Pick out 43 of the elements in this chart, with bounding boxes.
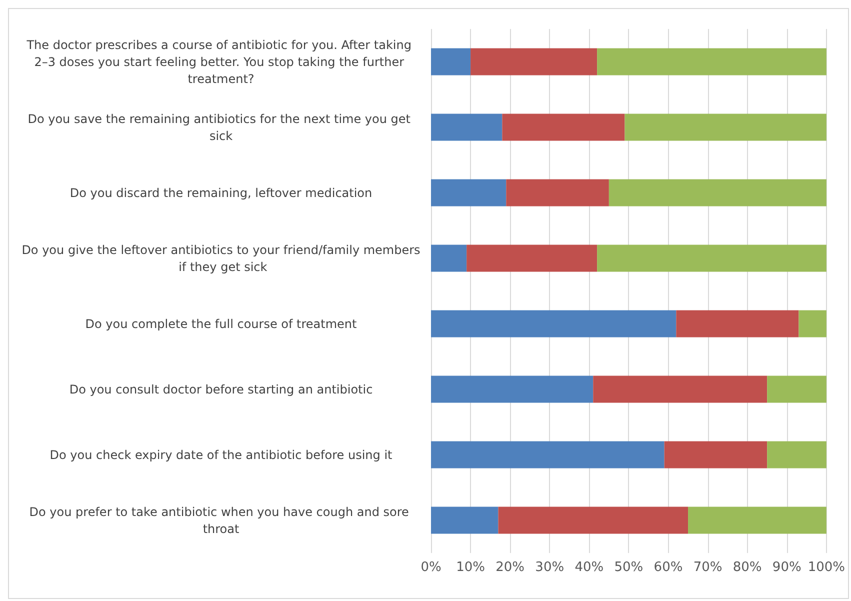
bar xyxy=(506,179,609,206)
y-tick-label: The doctor prescribes a course of antibiotic for you. After taking 2–3 doses you start feeling better. You stop taking the further treatment? xyxy=(26,38,416,86)
bar xyxy=(431,506,498,534)
bar xyxy=(676,310,799,338)
bar xyxy=(431,376,594,403)
bar xyxy=(502,114,625,141)
bar xyxy=(767,441,826,468)
x-tick-label: 40% xyxy=(574,560,604,575)
x-tick-label: 30% xyxy=(535,560,564,575)
bar xyxy=(624,114,826,141)
x-tick-label: 0% xyxy=(420,560,442,575)
bar xyxy=(608,179,826,206)
y-tick-label: Do you give the leftover antibiotics to your friend/family members if they get sick xyxy=(22,242,420,274)
bar xyxy=(431,114,502,141)
bar xyxy=(431,179,506,206)
x-tick-label: 100% xyxy=(808,560,846,575)
x-tick-label: 10% xyxy=(456,560,485,575)
y-tick-label: Do you save the remaining antibiotics for the next time you get sick xyxy=(28,112,414,143)
x-tick-label: 60% xyxy=(654,560,683,575)
y-tick-label: Do you consult doctor before starting an antibiotic xyxy=(69,382,373,396)
x-tick-label: 50% xyxy=(614,560,644,575)
bar xyxy=(597,244,826,272)
bar xyxy=(466,244,598,272)
y-tick-label: Do you complete the full course of treatment xyxy=(85,316,358,331)
x-tick-label: 80% xyxy=(732,560,762,575)
bar xyxy=(798,310,826,338)
bar xyxy=(593,376,768,403)
bar xyxy=(431,441,664,468)
x-tick-label: 90% xyxy=(772,560,802,575)
bar xyxy=(597,48,826,76)
bar xyxy=(470,48,598,76)
bar xyxy=(431,244,467,272)
y-tick-label: Do you prefer to take antibiotic when you have cough and sore throat xyxy=(29,504,413,536)
bar xyxy=(498,506,688,534)
bar xyxy=(664,441,768,468)
x-tick-label: 20% xyxy=(496,560,525,575)
y-tick-label: Do you discard the remaining, leftover medication xyxy=(70,186,372,200)
bar xyxy=(431,48,471,76)
bar xyxy=(767,376,826,403)
y-tick-label: Do you check expiry date of the antibiotic before using it xyxy=(50,448,393,462)
bar xyxy=(688,506,826,534)
bar xyxy=(431,310,676,338)
x-tick-label: 70% xyxy=(693,560,722,575)
